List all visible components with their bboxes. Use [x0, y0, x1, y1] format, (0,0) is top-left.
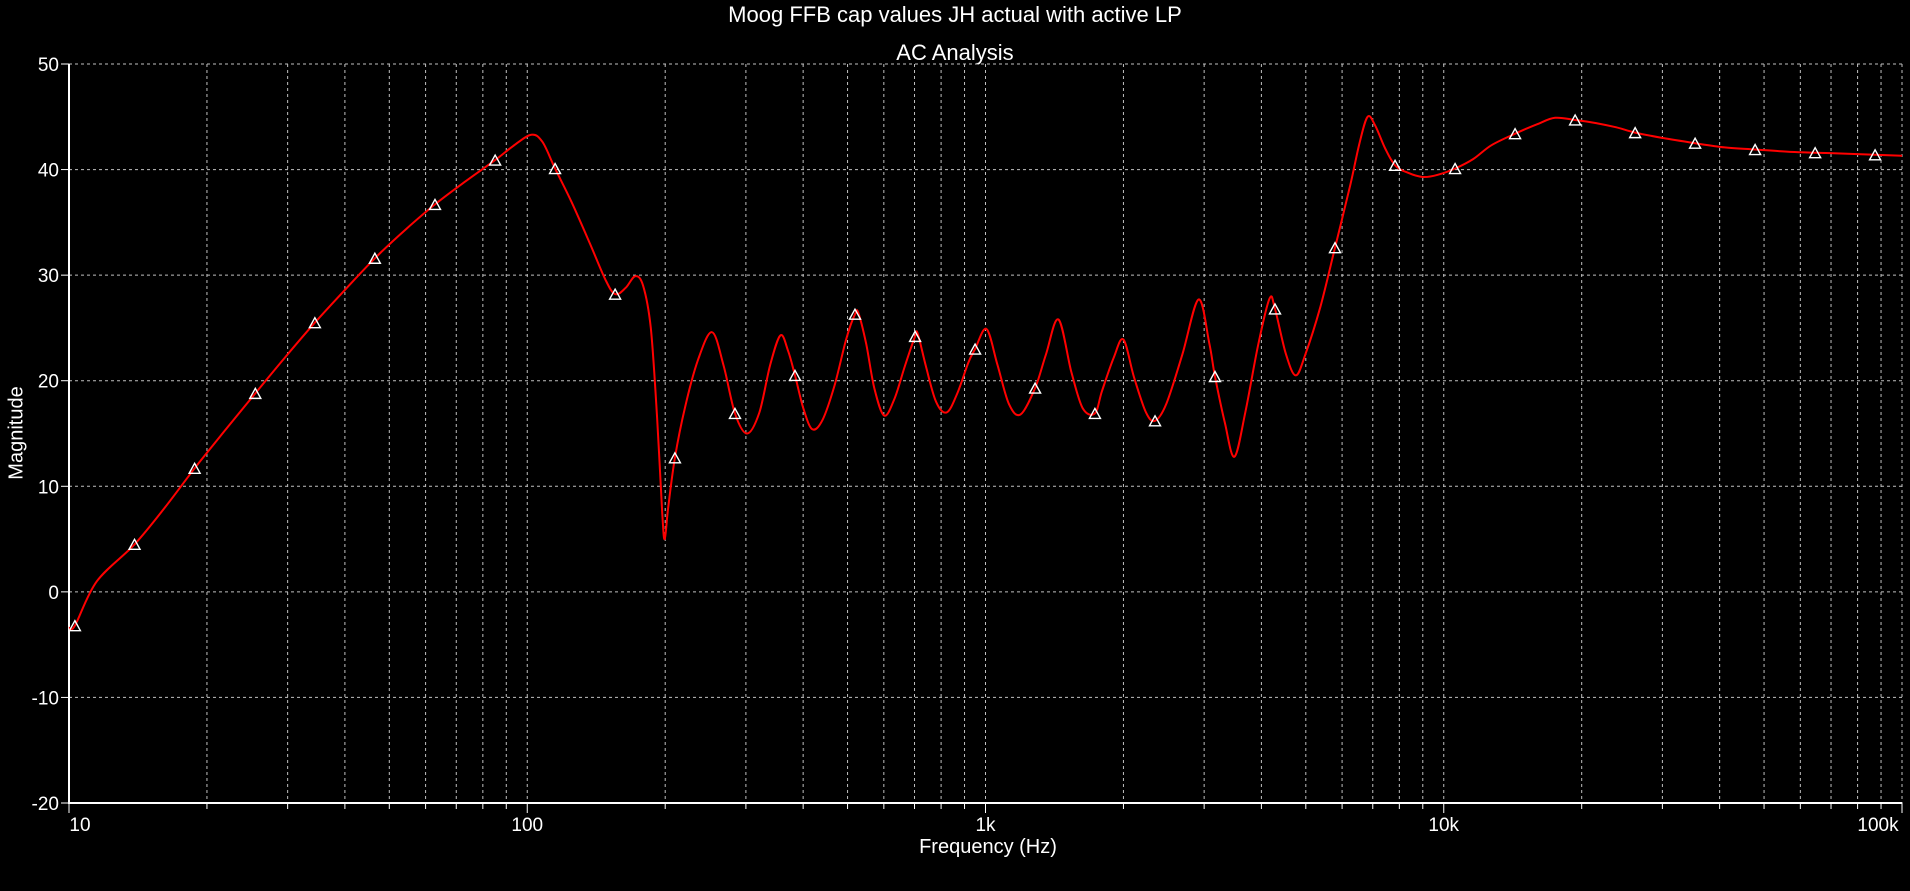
triangle-marker-icon	[1028, 381, 1042, 394]
triangle-marker-icon	[68, 619, 82, 632]
triangle-marker-icon	[488, 153, 502, 166]
triangle-marker-icon	[1208, 370, 1222, 383]
chart-title: Moog FFB cap values JH actual with activ…	[728, 2, 1182, 27]
triangle-marker-icon	[608, 287, 622, 300]
triangle-marker-icon	[668, 451, 682, 464]
triangle-marker-icon	[308, 316, 322, 329]
triangle-marker-icon	[908, 329, 922, 343]
y-tick-label: 30	[38, 266, 59, 287]
triangle-marker-icon	[428, 197, 442, 211]
tick-marks	[61, 63, 1903, 813]
triangle-marker-icon	[1628, 126, 1642, 139]
triangle-marker-icon	[848, 307, 862, 320]
triangle-marker-icon	[1508, 127, 1522, 140]
triangle-marker-icon	[1688, 136, 1702, 149]
trace-vout	[68, 115, 1903, 631]
triangle-marker-icon	[1748, 143, 1762, 156]
triangle-marker-icon	[1448, 162, 1462, 175]
triangle-marker-icon	[1088, 406, 1102, 420]
triangle-marker-icon	[1808, 146, 1822, 159]
y-tick-label: 50	[38, 55, 59, 76]
y-tick-label: 20	[38, 372, 59, 393]
triangle-marker-icon	[248, 386, 262, 400]
triangle-marker-icon	[127, 537, 142, 551]
legend: ✓ V(out)	[0, 860, 220, 890]
y-tick-label: -20	[32, 794, 59, 815]
triangle-marker-icon	[1328, 241, 1342, 254]
grid	[69, 63, 1903, 803]
y-tick-label: -10	[32, 688, 59, 709]
triangle-marker-icon	[1388, 158, 1402, 172]
triangle-marker-icon	[1568, 113, 1582, 126]
triangle-marker-icon	[1268, 302, 1282, 315]
y-tick-label: 10	[38, 477, 59, 498]
x-axis-title: Frequency (Hz)	[919, 836, 1057, 858]
triangle-marker-icon	[1868, 148, 1882, 161]
trace-markers	[68, 113, 1882, 632]
y-tick-label: 40	[38, 161, 59, 182]
chart-subtitle: AC Analysis	[896, 40, 1014, 65]
x-tick-label: 10	[69, 815, 90, 836]
triangle-marker-icon	[788, 368, 802, 382]
x-tick-label: 100k	[1857, 815, 1899, 836]
x-tick-label: 1k	[975, 815, 996, 836]
triangle-marker-icon	[728, 406, 742, 420]
triangle-marker-icon	[548, 162, 562, 175]
triangle-marker-icon	[368, 251, 382, 264]
y-tick-label: 0	[48, 583, 59, 604]
x-tick-label: 10k	[1428, 815, 1459, 836]
triangle-marker-icon	[1148, 414, 1162, 427]
x-tick-label: 100	[511, 815, 543, 836]
triangle-marker-icon	[187, 461, 202, 475]
triangle-marker-icon	[968, 342, 982, 355]
